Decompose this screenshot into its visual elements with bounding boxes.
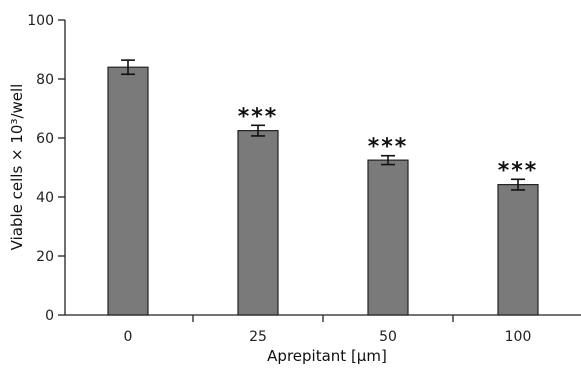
y-axis-title: Viable cells × 10³/well [8,84,26,251]
y-tick-label: 60 [36,131,54,147]
y-tick-label: 100 [27,13,54,29]
y-ticks: 0 20 40 60 80 100 [27,13,65,324]
x-tick-label: 100 [505,329,532,345]
x-tick-label: 0 [124,329,133,345]
bar [237,130,279,316]
y-axis: 0 20 40 60 80 100 [27,13,66,324]
y-tick-label: 80 [36,72,54,88]
x-tick-label: 25 [249,329,267,345]
error-bar [251,124,265,137]
y-tick-label: 0 [45,308,54,324]
error-bar [511,178,525,191]
x-ticks: 0 25 50 100 [124,315,532,345]
significance-label: *** [368,135,409,160]
bar [367,159,409,316]
bars: *** *** *** [107,59,539,316]
bar [497,184,539,316]
significance-label: *** [238,104,279,129]
x-axis: 0 25 50 100 [65,314,581,345]
significance-label: *** [498,158,539,183]
y-tick-label: 40 [36,190,54,206]
y-tick-label: 20 [36,249,54,265]
x-axis-title: Aprepitant [µm] [267,347,387,365]
error-bar [381,154,395,166]
bar [107,66,149,316]
error-bar [121,59,135,76]
x-tick-label: 50 [379,329,397,345]
